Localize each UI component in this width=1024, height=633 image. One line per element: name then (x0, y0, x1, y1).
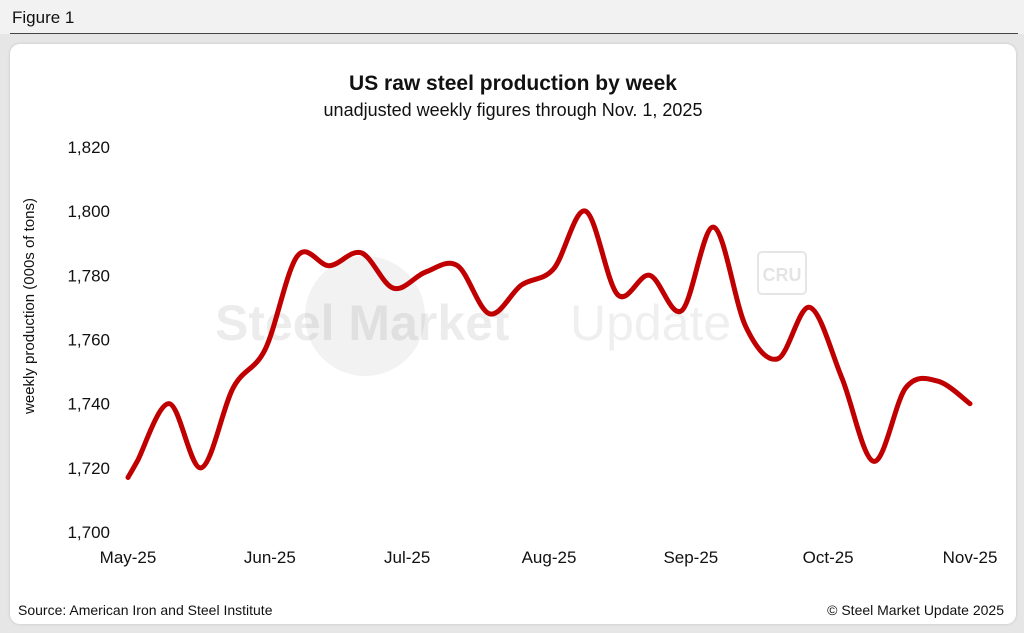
y-tick-label: 1,780 (67, 266, 110, 285)
y-tick-label: 1,760 (67, 331, 110, 350)
chart-title: US raw steel production by week (349, 72, 677, 95)
source-note: Source: American Iron and Steel Institut… (18, 602, 273, 618)
figure-label: Figure 1 (12, 8, 75, 27)
y-tick-label: 1,740 (67, 395, 110, 414)
watermark: Steel Market Update CRU (215, 251, 807, 376)
watermark-circle (305, 256, 425, 376)
x-tick-label: Jul-25 (384, 548, 430, 567)
y-tick-label: 1,700 (67, 523, 110, 542)
figure-header: Figure 1 (0, 0, 1024, 34)
header-rule (10, 33, 1018, 34)
y-axis-label: weekly production (000s of tons) (21, 198, 38, 415)
chart-card: Steel Market Update CRU US raw steel pro… (10, 44, 1016, 624)
x-tick-label: Sep-25 (663, 548, 718, 567)
watermark-badge-box (757, 251, 807, 295)
series-line (125, 208, 973, 480)
y-tick-label: 1,800 (67, 202, 110, 221)
x-axis-ticks: May-25 Jun-25 Jul-25 Aug-25 Sep-25 Oct-25 Nov-… (100, 548, 998, 567)
x-tick-label: Aug-25 (522, 548, 577, 567)
x-tick-label: May-25 (100, 548, 157, 567)
y-tick-label: 1,820 (67, 138, 110, 157)
x-tick-label: Oct-25 (803, 548, 854, 567)
x-tick-label: Nov-25 (943, 548, 998, 567)
watermark-brand-light: Update (570, 295, 731, 351)
watermark-brand-bold: Steel Market (215, 295, 510, 351)
y-tick-label: 1,720 (67, 459, 110, 478)
chart-subtitle: unadjusted weekly figures through Nov. 1… (324, 100, 703, 120)
watermark-badge-text: CRU (763, 265, 802, 285)
line-chart: Steel Market Update CRU US raw steel pro… (18, 72, 1004, 618)
copyright-note: © Steel Market Update 2025 (827, 602, 1004, 618)
y-axis-ticks: 1,700 1,720 1,740 1,760 1,780 1,800 1,820 (67, 138, 110, 542)
x-tick-label: Jun-25 (244, 548, 296, 567)
